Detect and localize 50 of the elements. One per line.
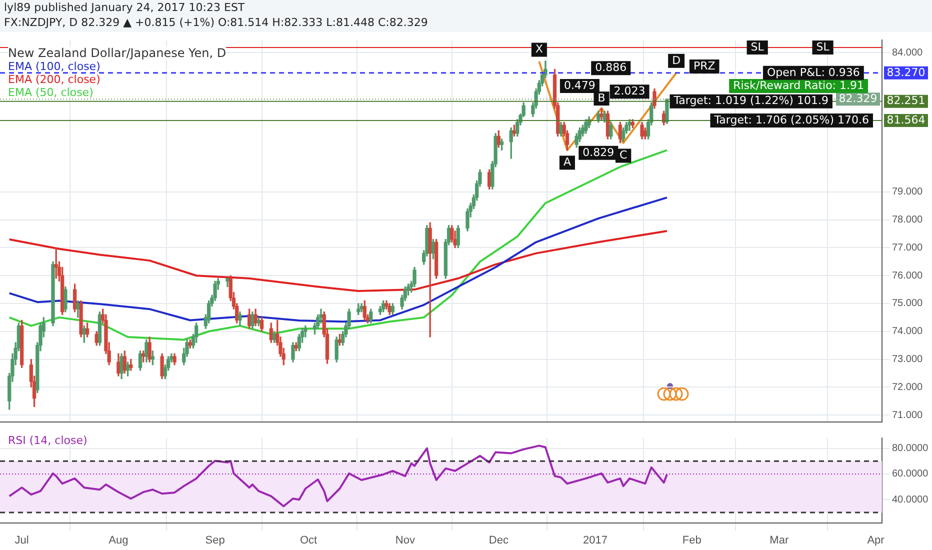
text: EMA (200, close) bbox=[8, 73, 102, 86]
y-tick-label: 74.000 bbox=[892, 326, 924, 338]
annotation: D bbox=[672, 54, 681, 67]
text: EMA (100, close) bbox=[8, 60, 102, 73]
annotation: X bbox=[535, 42, 544, 56]
y-tick-label: 84.000 bbox=[892, 47, 924, 58]
annotation: A bbox=[563, 156, 572, 169]
y-tick-label: 60.0000 bbox=[892, 468, 929, 480]
annotation: Open P&L: 0.936 bbox=[766, 66, 860, 79]
x-tick-label: Apr bbox=[867, 534, 885, 546]
annotation: 2.023 bbox=[614, 84, 646, 98]
text: lyl89 published January 24, 2017 10:23 EST bbox=[4, 0, 246, 15]
ref-line-label: 82.329 bbox=[838, 92, 878, 105]
y-tick-label: 80.0000 bbox=[892, 443, 929, 454]
x-tick-label: Dec bbox=[488, 534, 509, 546]
y-tick-label: 77.000 bbox=[892, 242, 924, 254]
x-tick-label: Oct bbox=[300, 534, 318, 546]
text: New Zealand Dollar/Japanese Yen, D bbox=[8, 46, 226, 60]
ref-line-label: 82.251 bbox=[886, 94, 926, 108]
y-tick-label: 40.0000 bbox=[892, 494, 929, 506]
annotation: Risk/Reward Ratio: 1.91 bbox=[733, 78, 864, 92]
ref-line-label: 83.270 bbox=[886, 66, 926, 79]
x-tick-label: Feb bbox=[682, 534, 702, 546]
text: RSI (14, close) bbox=[8, 434, 88, 447]
annotation: 0.479 bbox=[564, 78, 596, 92]
y-tick-label: 76.000 bbox=[892, 270, 924, 282]
y-tick-label: 79.000 bbox=[892, 186, 924, 198]
annotation: 0.886 bbox=[595, 61, 627, 74]
annotation: SL bbox=[816, 40, 830, 54]
x-tick-label: Nov bbox=[395, 534, 416, 546]
annotation: Target: 1.019 (1.22%) 101.9 bbox=[672, 94, 828, 108]
annotation: C bbox=[619, 148, 628, 162]
text: FX:NZDJPY, D 82.329 ▲ +0.815 (+1%) O:81.514 H:82.333 L:81.448 C:82.329 bbox=[4, 15, 429, 30]
x-tick-label: Sep bbox=[205, 534, 225, 546]
y-tick-label: 73.000 bbox=[892, 354, 924, 366]
text: EMA (50, close) bbox=[8, 86, 94, 99]
y-tick-label: 71.000 bbox=[892, 410, 924, 421]
x-tick-label: Jul bbox=[14, 534, 29, 546]
annotation: 0.829 bbox=[582, 146, 614, 159]
annotation: B bbox=[598, 91, 606, 104]
x-tick-label: Aug bbox=[108, 534, 128, 546]
x-tick-label: 2017 bbox=[583, 534, 608, 546]
y-tick-label: 78.000 bbox=[892, 214, 924, 226]
annotation: Target: 1.706 (2.05%) 170.6 bbox=[713, 113, 869, 126]
x-tick-label: Mar bbox=[770, 534, 789, 546]
y-tick-label: 75.000 bbox=[892, 298, 924, 310]
ref-line-label: 81.564 bbox=[886, 113, 926, 126]
annotation: PRZ bbox=[693, 59, 716, 72]
y-tick-label: 72.000 bbox=[892, 382, 924, 393]
annotation: SL bbox=[750, 40, 765, 54]
